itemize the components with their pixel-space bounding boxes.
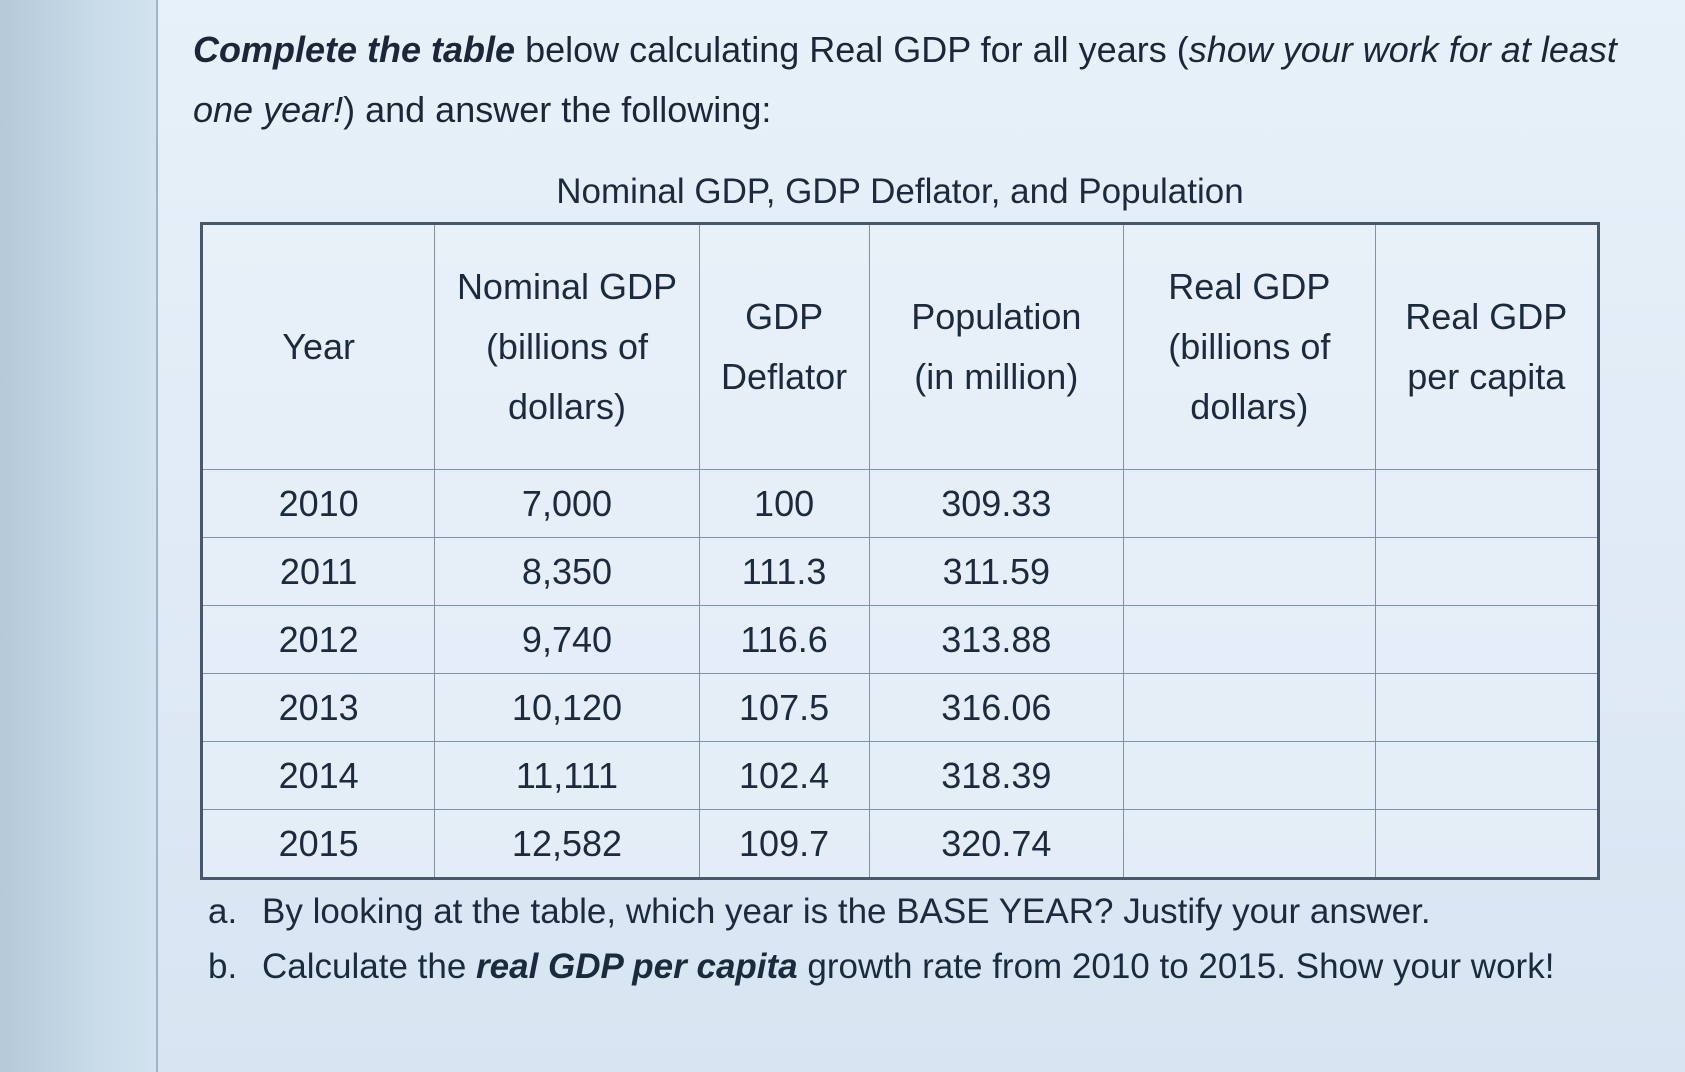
cell-year: 2012: [200, 605, 436, 674]
cell-gdp-deflator: 116.6: [698, 605, 870, 674]
cell-real-gdp-blank[interactable]: [1123, 741, 1376, 810]
cell-nominal-gdp: 8,350: [434, 537, 700, 606]
question-a-marker: a.: [208, 892, 238, 931]
table-header-row: Year Nominal GDP (billions of dollars) G…: [200, 223, 1600, 470]
cell-year: 2010: [200, 469, 436, 538]
questions-list: a. By looking at the table, which year i…: [208, 884, 1638, 994]
instructions-lead: Complete the table: [193, 29, 516, 70]
instructions-show-work: show your work for at least one year!: [193, 29, 1617, 130]
cell-real-gdp-per-capita-blank[interactable]: [1374, 469, 1600, 538]
cell-real-gdp-per-capita-blank[interactable]: [1374, 537, 1600, 606]
cell-real-gdp-blank[interactable]: [1123, 469, 1376, 538]
cell-year: 2011: [200, 537, 436, 606]
header-nominal-gdp: Nominal GDP (billions of dollars): [434, 223, 700, 470]
cell-gdp-deflator: 100: [698, 469, 870, 538]
cell-year: 2015: [200, 809, 436, 879]
cell-nominal-gdp: 12,582: [434, 809, 700, 879]
cell-gdp-deflator: 102.4: [698, 741, 870, 810]
cell-population: 316.06: [868, 673, 1125, 742]
header-year: Year: [200, 223, 436, 470]
gdp-table: Year Nominal GDP (billions of dollars) G…: [200, 222, 1600, 880]
cell-nominal-gdp: 11,111: [434, 741, 700, 810]
cell-real-gdp-blank[interactable]: [1123, 809, 1376, 879]
cell-nominal-gdp: 9,740: [434, 605, 700, 674]
cell-nominal-gdp: 7,000: [434, 469, 700, 538]
question-a: a. By looking at the table, which year i…: [208, 884, 1638, 939]
cell-population: 311.59: [868, 537, 1125, 606]
cell-population: 313.88: [868, 605, 1125, 674]
table-row: 2010 7,000 100 309.33: [200, 469, 1600, 538]
cell-population: 320.74: [868, 809, 1125, 879]
table-row: 2015 12,582 109.7 320.74: [200, 809, 1600, 879]
question-b-marker: b.: [208, 947, 238, 986]
instructions: Complete the table below calculating Rea…: [193, 20, 1633, 140]
table-row: 2011 8,350 111.3 311.59: [200, 537, 1600, 606]
cell-gdp-deflator: 109.7: [698, 809, 870, 879]
cell-year: 2013: [200, 673, 436, 742]
cell-population: 318.39: [868, 741, 1125, 810]
question-a-text: By looking at the table, which year is t…: [262, 892, 1431, 931]
cell-real-gdp-blank[interactable]: [1123, 673, 1376, 742]
cell-population: 309.33: [868, 469, 1125, 538]
question-b-text-1: Calculate the: [262, 947, 477, 986]
table-row: 2013 10,120 107.5 316.06: [200, 673, 1600, 742]
cell-gdp-deflator: 107.5: [698, 673, 870, 742]
instructions-text-1: below calculating Real GDP for all years…: [515, 29, 1189, 70]
table-row: 2012 9,740 116.6 313.88: [200, 605, 1600, 674]
cell-gdp-deflator: 111.3: [698, 537, 870, 606]
header-population: Population (in million): [868, 223, 1125, 470]
cell-year: 2014: [200, 741, 436, 810]
question-b: b. Calculate the real GDP per capita gro…: [208, 939, 1638, 994]
cell-real-gdp-per-capita-blank[interactable]: [1374, 673, 1600, 742]
cell-real-gdp-per-capita-blank[interactable]: [1374, 605, 1600, 674]
cell-real-gdp-blank[interactable]: [1123, 605, 1376, 674]
page-left-margin: [0, 0, 158, 1072]
instructions-text-2: ) and answer the following:: [343, 89, 772, 130]
header-real-gdp-per-capita: Real GDP per capita: [1374, 223, 1600, 470]
question-b-text-2: growth rate from 2010 to 2015. Show your…: [797, 947, 1555, 986]
cell-real-gdp-per-capita-blank[interactable]: [1374, 741, 1600, 810]
question-b-emphasis: real GDP per capita: [476, 947, 798, 986]
cell-nominal-gdp: 10,120: [434, 673, 700, 742]
table-caption: Nominal GDP, GDP Deflator, and Populatio…: [556, 172, 1244, 211]
cell-real-gdp-per-capita-blank[interactable]: [1374, 809, 1600, 879]
header-gdp-deflator: GDP Deflator: [698, 223, 870, 470]
cell-real-gdp-blank[interactable]: [1123, 537, 1376, 606]
table-row: 2014 11,111 102.4 318.39: [200, 741, 1600, 810]
header-real-gdp: Real GDP (billions of dollars): [1123, 223, 1376, 470]
